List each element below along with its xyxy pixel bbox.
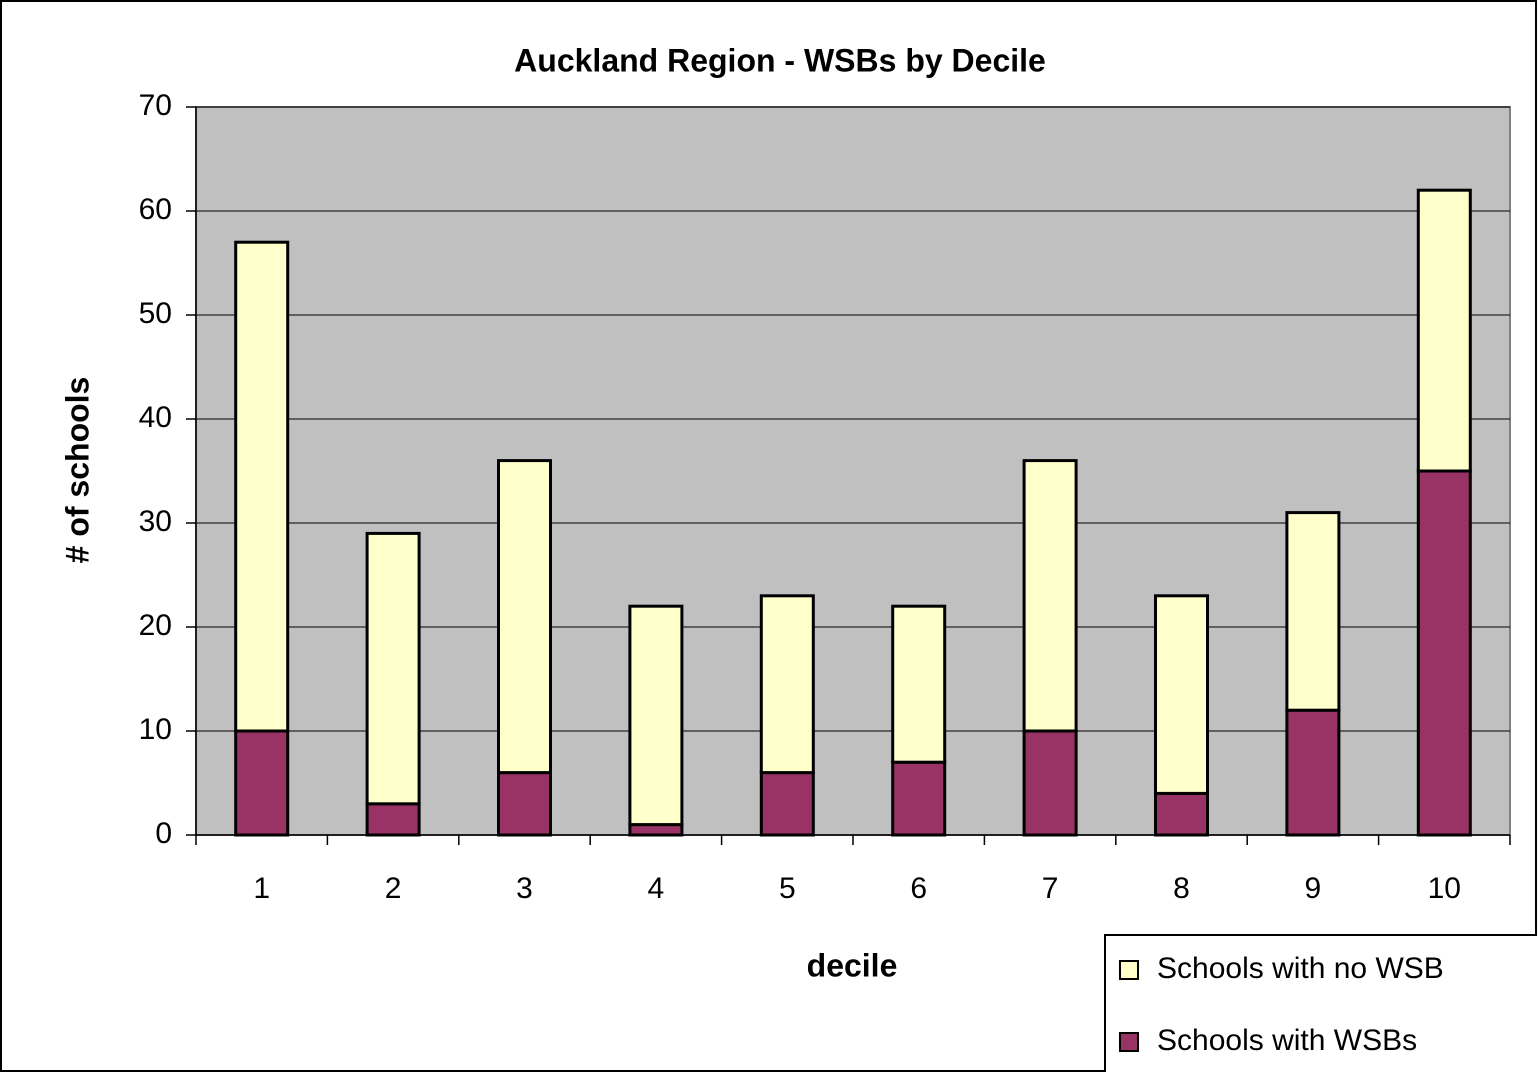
y-tick-label: 50 — [139, 297, 172, 330]
bar-segment — [365, 802, 421, 837]
bar-segment — [497, 459, 552, 775]
legend-label: Schools with WSBs — [1157, 1024, 1417, 1057]
legend-swatch — [1119, 1032, 1139, 1052]
x-tick-label: 4 — [648, 872, 665, 905]
x-tick-label: 9 — [1305, 872, 1322, 905]
bar-segment — [497, 771, 552, 837]
bar-segment — [365, 531, 421, 806]
bar-segment — [1022, 459, 1078, 733]
x-tick-label: 10 — [1428, 872, 1461, 905]
bar-segment — [628, 823, 684, 837]
legend-box — [1104, 934, 1537, 1072]
y-tick-label: 0 — [155, 817, 172, 850]
bar-segment — [234, 729, 290, 837]
legend-swatch — [1119, 960, 1139, 980]
x-tick-label: 8 — [1173, 872, 1190, 905]
bar-segment — [234, 240, 290, 733]
y-tick-label: 30 — [139, 505, 172, 538]
x-tick-label: 1 — [253, 872, 270, 905]
bar-segment — [628, 604, 684, 827]
y-tick-label: 10 — [139, 713, 172, 746]
bar-segment — [1416, 188, 1472, 473]
y-axis-label: # of schools — [59, 377, 95, 564]
bar-segment — [1154, 791, 1209, 837]
bar-segment — [759, 771, 815, 837]
x-tick-label: 7 — [1042, 872, 1059, 905]
bar-segment — [1285, 708, 1341, 837]
y-tick-label: 40 — [139, 401, 172, 434]
bar-segment — [891, 760, 947, 837]
x-axis-label: decile — [807, 947, 898, 983]
x-tick-label: 5 — [779, 872, 796, 905]
bar-segment — [1154, 594, 1209, 795]
legend-label: Schools with no WSB — [1157, 952, 1444, 985]
x-tick-label: 6 — [910, 872, 927, 905]
bar-segment — [891, 604, 947, 764]
y-tick-label: 20 — [139, 609, 172, 642]
bar-segment — [1022, 729, 1078, 837]
bar-segment — [1416, 469, 1472, 837]
y-tick-label: 70 — [139, 89, 172, 122]
bar-segment — [1285, 511, 1341, 712]
x-tick-label: 3 — [516, 872, 533, 905]
y-tick-label: 60 — [139, 193, 172, 226]
bar-segment — [759, 594, 815, 775]
chart-title: Auckland Region - WSBs by Decile — [514, 42, 1046, 78]
x-tick-label: 2 — [385, 872, 402, 905]
